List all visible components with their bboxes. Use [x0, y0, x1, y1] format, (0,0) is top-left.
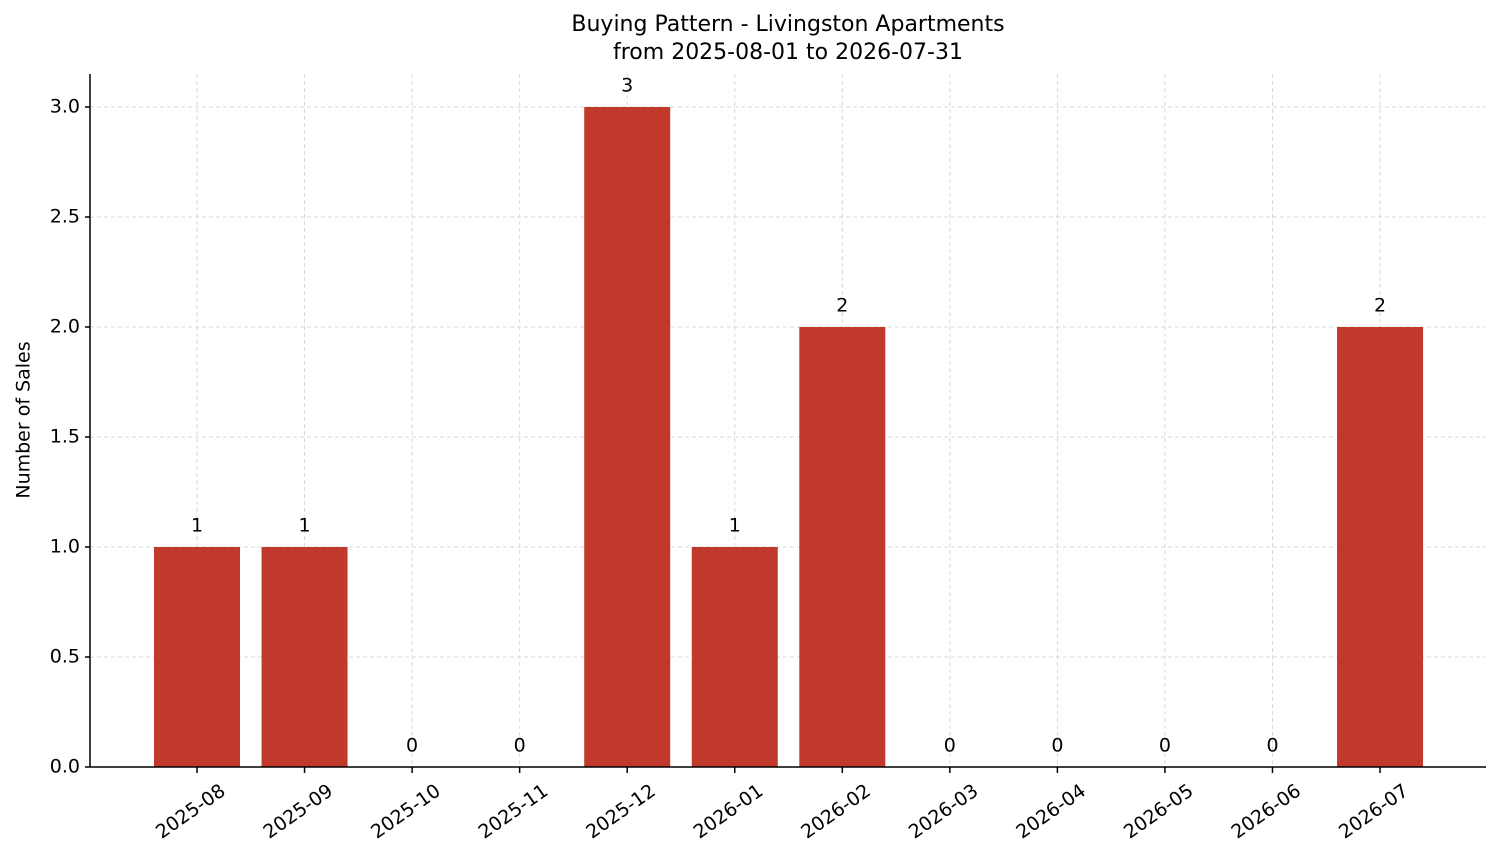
value-label: 0: [944, 735, 956, 757]
x-tick-label: 2026-01: [690, 780, 768, 844]
value-label: 3: [621, 75, 633, 97]
y-axis-label: Number of Sales: [13, 341, 35, 498]
bar: [154, 547, 240, 767]
x-tick-label: 2026-07: [1335, 780, 1413, 844]
value-label: 0: [406, 735, 418, 757]
y-tick-label: 2.5: [50, 206, 80, 228]
bar: [691, 547, 778, 767]
value-label: 0: [1051, 735, 1063, 757]
y-tick-label: 2.0: [50, 316, 80, 338]
value-label: 1: [729, 515, 741, 537]
value-label: 0: [1266, 735, 1278, 757]
y-tick-label: 0.0: [50, 756, 80, 778]
y-tick-label: 1.0: [50, 536, 80, 558]
chart-subtitle: from 2025-08-01 to 2026-07-31: [613, 40, 963, 65]
bar: [261, 547, 348, 767]
x-tick-label: 2026-03: [905, 780, 983, 844]
x-tick-label: 2026-05: [1120, 780, 1198, 844]
x-tick-label: 2025-08: [152, 780, 230, 844]
bar: [799, 327, 886, 767]
x-tick-label: 2025-09: [259, 780, 337, 844]
x-tick-label: 2026-04: [1012, 780, 1090, 844]
bar: [584, 107, 671, 767]
value-label: 0: [1159, 735, 1171, 757]
chart-title: Buying Pattern - Livingston Apartments: [571, 12, 1004, 37]
x-tick-label: 2025-11: [475, 780, 553, 844]
y-tick-label: 3.0: [50, 96, 80, 118]
y-tick-label: 1.5: [50, 426, 80, 448]
value-label: 0: [514, 735, 526, 757]
value-label: 2: [1374, 295, 1386, 317]
value-label: 1: [191, 515, 203, 537]
y-tick-label: 0.5: [50, 646, 80, 668]
value-label: 2: [836, 295, 848, 317]
x-tick-label: 2025-10: [367, 780, 445, 844]
value-label: 1: [299, 515, 311, 537]
bar: [1337, 327, 1424, 767]
x-tick-label: 2026-06: [1227, 780, 1305, 844]
x-tick-label: 2025-12: [582, 780, 660, 844]
x-tick-label: 2026-02: [797, 780, 875, 844]
